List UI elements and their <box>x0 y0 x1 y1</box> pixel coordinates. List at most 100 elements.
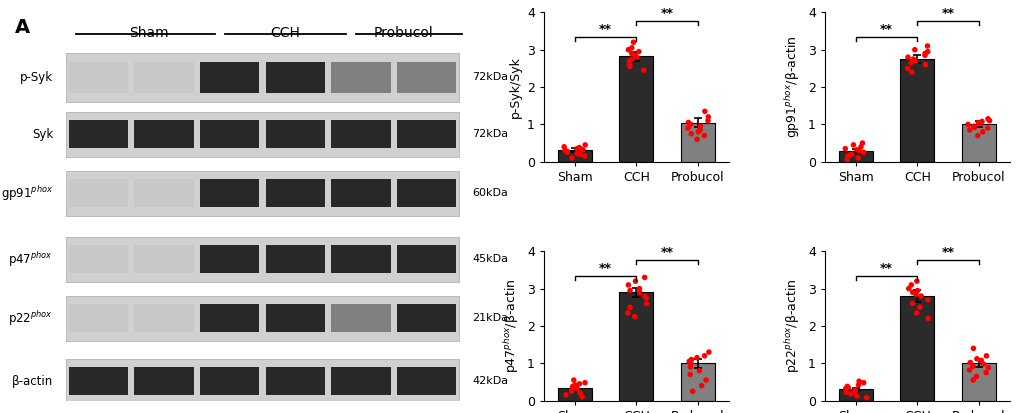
Point <box>852 143 868 150</box>
Point <box>636 293 652 299</box>
Point <box>696 353 712 359</box>
Text: **: ** <box>941 246 954 259</box>
Bar <box>265 121 325 148</box>
Bar <box>331 180 390 207</box>
Point <box>972 357 988 363</box>
Point <box>571 144 587 151</box>
Point <box>912 293 928 299</box>
Text: **: ** <box>598 23 611 36</box>
Bar <box>68 62 128 93</box>
Bar <box>135 304 194 332</box>
Point <box>904 56 920 62</box>
Point <box>622 287 638 294</box>
Bar <box>135 62 194 93</box>
Point <box>572 390 588 396</box>
Bar <box>68 304 128 332</box>
Bar <box>396 245 455 273</box>
Text: **: ** <box>660 7 673 20</box>
Point <box>625 39 641 45</box>
Point <box>977 353 994 359</box>
Bar <box>65 237 459 282</box>
Y-axis label: p22$^{phox}$/β-actin: p22$^{phox}$/β-actin <box>783 279 802 373</box>
Text: 21kDa: 21kDa <box>472 313 507 323</box>
Text: Probucol: Probucol <box>374 26 433 40</box>
Bar <box>200 245 259 273</box>
Text: A: A <box>15 18 31 37</box>
Bar <box>68 368 128 395</box>
Point <box>916 50 932 57</box>
Point <box>630 48 646 55</box>
Point <box>968 356 984 362</box>
Point <box>961 127 977 133</box>
Bar <box>135 180 194 207</box>
Point <box>969 119 985 126</box>
Bar <box>65 53 459 102</box>
Point <box>837 145 853 152</box>
Point <box>574 394 590 400</box>
Point <box>899 65 915 72</box>
Bar <box>265 180 325 207</box>
Bar <box>838 389 872 401</box>
Point <box>626 313 642 320</box>
Point <box>841 152 857 158</box>
Bar <box>396 121 455 148</box>
Point <box>851 147 867 154</box>
Point <box>627 278 643 285</box>
Text: gp91$^{phox}$: gp91$^{phox}$ <box>1 184 53 203</box>
Point <box>684 388 700 394</box>
Point <box>837 385 853 392</box>
Text: B: B <box>473 0 488 2</box>
Point <box>691 368 707 374</box>
Bar <box>396 368 455 395</box>
Text: **: ** <box>941 7 954 20</box>
Point <box>571 380 587 387</box>
Point <box>858 394 874 401</box>
Point <box>909 287 925 294</box>
Y-axis label: gp91$^{phox}$/β-actin: gp91$^{phox}$/β-actin <box>783 36 802 138</box>
Point <box>973 118 989 125</box>
Point <box>567 382 583 388</box>
Point <box>688 136 704 142</box>
Point <box>842 391 858 397</box>
Point <box>964 345 980 351</box>
Text: p47$^{phox}$: p47$^{phox}$ <box>8 250 53 269</box>
Bar <box>557 150 591 162</box>
Text: 60kDa: 60kDa <box>472 188 507 199</box>
Point <box>628 54 644 60</box>
Bar <box>135 368 194 395</box>
Point <box>973 128 989 135</box>
Point <box>682 360 698 367</box>
Text: CCH: CCH <box>270 26 300 40</box>
Point <box>681 358 697 365</box>
Point <box>918 43 934 49</box>
Bar <box>681 123 714 162</box>
Point <box>919 48 935 55</box>
Point <box>620 310 636 316</box>
Point <box>899 54 915 60</box>
Bar <box>265 62 325 93</box>
Point <box>555 143 572 150</box>
Bar <box>65 358 459 404</box>
Point <box>839 153 855 159</box>
Point <box>969 132 985 139</box>
Point <box>916 52 932 59</box>
Point <box>961 359 977 366</box>
Point <box>699 117 715 124</box>
Point <box>623 50 639 57</box>
Point <box>967 373 983 380</box>
Text: **: ** <box>879 23 893 36</box>
Y-axis label: p47$^{phox}$/β-actin: p47$^{phox}$/β-actin <box>502 279 521 373</box>
Point <box>626 52 642 59</box>
Bar <box>961 363 995 401</box>
Point <box>971 120 987 127</box>
Bar <box>135 121 194 148</box>
Point <box>846 388 862 394</box>
Point <box>907 291 923 297</box>
Bar <box>200 368 259 395</box>
Point <box>850 382 866 388</box>
Point <box>849 155 865 161</box>
Point <box>564 155 580 161</box>
Bar <box>900 59 933 162</box>
Point <box>679 125 695 131</box>
Point <box>564 384 580 391</box>
